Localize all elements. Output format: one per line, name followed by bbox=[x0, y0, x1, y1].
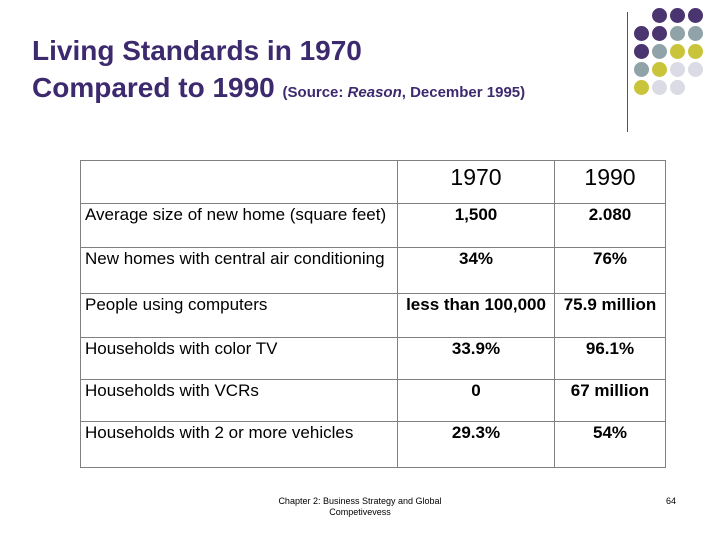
row-label: Average size of new home (square feet) bbox=[80, 203, 398, 248]
value-1990: 76% bbox=[554, 247, 666, 294]
decorative-dot bbox=[688, 26, 703, 41]
value-1970: 33.9% bbox=[397, 337, 555, 380]
decorative-dot bbox=[670, 80, 685, 95]
decorative-dot bbox=[634, 62, 649, 77]
slide-title: Living Standards in 1970 Compared to 199… bbox=[32, 32, 632, 111]
decorative-dot bbox=[688, 44, 703, 59]
decorative-dot bbox=[670, 44, 685, 59]
table-row: People using computers less than 100,000… bbox=[80, 293, 666, 338]
decorative-dot bbox=[634, 80, 649, 95]
value-1990: 96.1% bbox=[554, 337, 666, 380]
decorative-dot bbox=[670, 62, 685, 77]
row-label: People using computers bbox=[80, 293, 398, 338]
value-1970: 29.3% bbox=[397, 421, 555, 468]
value-1990: 75.9 million bbox=[554, 293, 666, 338]
decorative-dot bbox=[652, 26, 667, 41]
title-line-1: Living Standards in 1970 bbox=[32, 35, 362, 66]
slide-footer: Chapter 2: Business Strategy and Global … bbox=[278, 496, 442, 517]
value-1990: 67 million bbox=[554, 379, 666, 422]
title-line-2-text: Compared to 1990 bbox=[32, 72, 275, 103]
decorative-dot bbox=[670, 8, 685, 23]
decorative-dot bbox=[652, 44, 667, 59]
row-label: Households with VCRs bbox=[80, 379, 398, 422]
value-1970: 34% bbox=[397, 247, 555, 294]
table-row: Households with color TV 33.9% 96.1% bbox=[80, 337, 666, 380]
title-line-2: Compared to 1990 (Source: Reason, Decemb… bbox=[32, 69, 632, 111]
living-standards-table: 1970 1990 Average size of new home (squa… bbox=[80, 160, 666, 468]
source-prefix: (Source: bbox=[282, 84, 348, 101]
row-label: Households with color TV bbox=[80, 337, 398, 380]
row-label: New homes with central air conditioning bbox=[80, 247, 398, 294]
source-suffix: , December 1995) bbox=[401, 84, 526, 101]
header-1990: 1990 bbox=[554, 160, 666, 204]
value-1970: 0 bbox=[397, 379, 555, 422]
table-row: Households with VCRs 0 67 million bbox=[80, 379, 666, 422]
decorative-dot bbox=[652, 8, 667, 23]
decorative-dot bbox=[652, 62, 667, 77]
value-1990: 2.080 bbox=[554, 203, 666, 248]
table-row: Average size of new home (square feet) 1… bbox=[80, 203, 666, 248]
decorative-divider bbox=[627, 12, 628, 132]
decorative-dot bbox=[688, 80, 703, 95]
decorative-dot bbox=[652, 80, 667, 95]
table-header-row: 1970 1990 bbox=[80, 160, 666, 204]
header-1970: 1970 bbox=[397, 160, 555, 204]
page-number: 64 bbox=[666, 496, 677, 506]
row-label: Households with 2 or more vehicles bbox=[80, 421, 398, 468]
source-publication: Reason bbox=[347, 84, 402, 101]
source-citation: (Source: Reason, December 1995) bbox=[283, 84, 526, 101]
value-1970: less than 100,000 bbox=[397, 293, 555, 338]
value-1970: 1,500 bbox=[397, 203, 555, 248]
decorative-dot bbox=[634, 8, 649, 23]
decorative-dot bbox=[688, 62, 703, 77]
decorative-dot-grid bbox=[634, 8, 704, 96]
table-row: New homes with central air conditioning … bbox=[80, 247, 666, 294]
decorative-dot bbox=[670, 26, 685, 41]
decorative-dot bbox=[634, 26, 649, 41]
value-1990: 54% bbox=[554, 421, 666, 468]
decorative-dot bbox=[634, 44, 649, 59]
table-row: Households with 2 or more vehicles 29.3%… bbox=[80, 421, 666, 468]
header-label-column bbox=[80, 160, 398, 204]
decorative-dot bbox=[688, 8, 703, 23]
